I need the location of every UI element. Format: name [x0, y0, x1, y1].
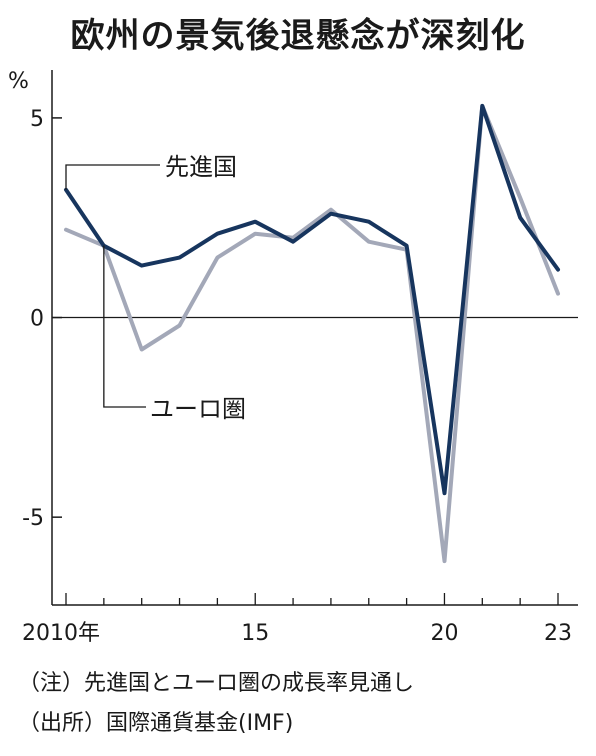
- leader-line-advanced: [65, 164, 160, 190]
- series-lines: [64, 103, 560, 564]
- y-tick-label: -5: [22, 506, 44, 531]
- x-tick-label: 20: [430, 621, 458, 646]
- y-tick-label: 0: [30, 307, 44, 332]
- x-tick-label: 2010年: [22, 621, 100, 646]
- y-tick-label: 5: [30, 107, 44, 132]
- chart-title: 欧州の景気後退懸念が深刻化: [70, 16, 526, 56]
- series-line-advanced: [64, 103, 560, 496]
- footnote-source: （出所）国際通貨基金(IMF): [18, 711, 294, 736]
- leader-line-euro: [103, 245, 146, 408]
- x-tick-label: 23: [544, 621, 572, 646]
- series-label-advanced: 先進国: [165, 153, 237, 181]
- series-line-euro: [64, 103, 560, 564]
- footnote-note: （注）先進国とユーロ圏の成長率見通し: [18, 671, 415, 696]
- y-unit-label: %: [8, 69, 29, 94]
- series-label-euro: ユーロ圏: [150, 395, 246, 423]
- x-tick-label: 15: [241, 621, 269, 646]
- axes: %5 0 -5 2010年 15 20 23: [8, 69, 578, 646]
